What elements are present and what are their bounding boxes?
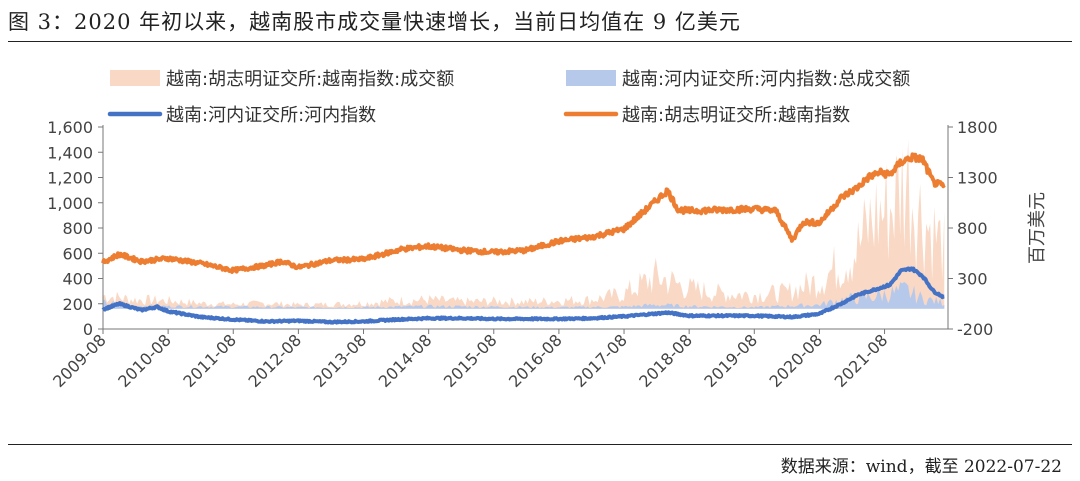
x-tick-label: 2021-08 <box>831 330 892 391</box>
x-tick-label: 2019-08 <box>700 330 761 391</box>
x-tick-label: 2014-08 <box>375 330 436 391</box>
right-tick-label: 1300 <box>957 169 998 188</box>
right-tick-label: -200 <box>957 320 993 339</box>
source-note: 数据来源：wind，截至 2022-07-22 <box>780 457 1062 477</box>
axes <box>98 125 953 334</box>
x-tick-label: 2013-08 <box>310 330 371 391</box>
legend-label: 越南:胡志明证交所:越南指数 <box>622 105 850 126</box>
hcm-volume-area <box>103 140 945 309</box>
hnx-index-line <box>101 266 946 325</box>
left-tick-label: 0 <box>83 320 93 339</box>
vn-index-line <box>101 152 946 274</box>
figure-title: 图 3：2020 年初以来，越南股市成交量快速增长，当前日均值在 9 亿美元 <box>8 10 741 34</box>
legend-label: 越南:河内证交所:河内指数 <box>166 105 376 126</box>
area-series <box>103 140 945 309</box>
x-tick-label: 2018-08 <box>635 330 696 391</box>
legend-label: 越南:胡志明证交所:越南指数:成交额 <box>166 69 454 90</box>
right-tick-label: 1800 <box>957 118 998 137</box>
left-tick-label: 200 <box>62 295 93 314</box>
hnx-volume-area <box>103 282 945 309</box>
legend-label: 越南:河内证交所:河内指数:总成交额 <box>622 69 910 90</box>
left-tick-label: 1,600 <box>47 118 93 137</box>
x-tick-label: 2012-08 <box>245 330 306 391</box>
x-tick-label: 2016-08 <box>505 330 566 391</box>
right-axis-label: 百万美元 <box>1027 192 1048 264</box>
x-tick-label: 2010-08 <box>114 330 175 391</box>
x-tick-label: 2020-08 <box>766 330 827 391</box>
right-tick-label: 300 <box>957 270 988 289</box>
legend-swatch <box>566 70 616 86</box>
left-tick-label: 1,000 <box>47 194 93 213</box>
right-tick-label: 800 <box>957 219 988 238</box>
left-tick-label: 400 <box>62 270 93 289</box>
x-tick-label: 2009-08 <box>49 330 110 391</box>
x-tick-label: 2011-08 <box>179 330 240 391</box>
left-tick-label: 1,400 <box>47 143 93 162</box>
left-tick-label: 600 <box>62 244 93 263</box>
chart: 越南:胡志明证交所:越南指数:成交额 越南:河内证交所:河内指数:总成交额越南:河… <box>47 69 1048 391</box>
x-tick-label: 2017-08 <box>570 330 631 391</box>
x-tick-label: 2015-08 <box>440 330 501 391</box>
top-rule <box>8 41 1072 42</box>
legend-swatch <box>110 70 160 86</box>
legend: 越南:胡志明证交所:越南指数:成交额 越南:河内证交所:河内指数:总成交额越南:河… <box>107 69 910 126</box>
bottom-rule <box>8 444 1072 445</box>
left-tick-label: 1,200 <box>47 169 93 188</box>
left-tick-label: 800 <box>62 219 93 238</box>
line-series <box>101 152 946 325</box>
